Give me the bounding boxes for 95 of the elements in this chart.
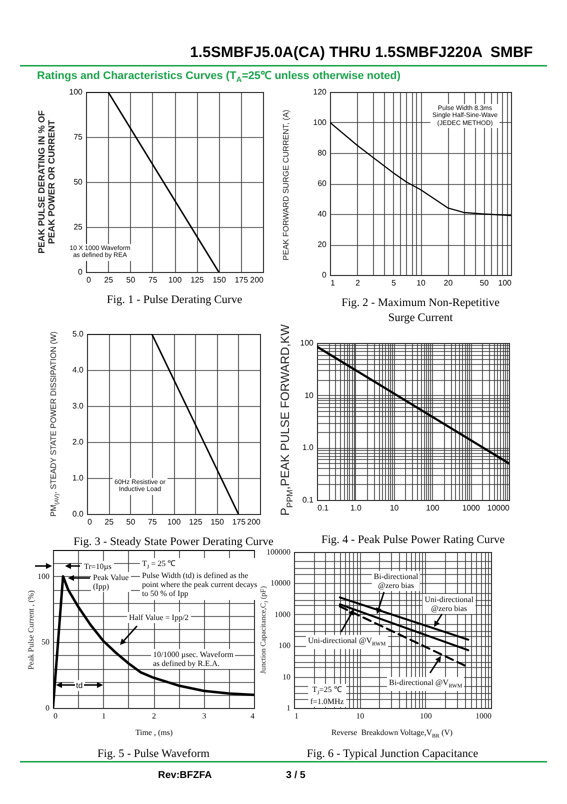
text: Fig. 5 - Pulse Waveform: [97, 748, 210, 760]
x-tick-label: 1000: [476, 712, 492, 720]
x-tick-label: 5: [392, 278, 397, 288]
y-tick-label: 2.0: [72, 438, 84, 446]
annotation: td: [74, 680, 85, 692]
y-axis-title: PEAK PULSE DERATING IN % OF PEAK POWER OR CURRENT: [36, 110, 58, 254]
x-tick-label: 100: [426, 504, 440, 512]
x-tick-label: 0: [54, 712, 58, 720]
y-tick-label: 50: [42, 638, 50, 647]
annotation: 10/1000 µsec. Waveform as defined by R.E.A.: [151, 649, 236, 670]
x-axis-title: Reverse Breakdown Voltage,V$_{BR}$ (V): [331, 728, 453, 740]
x-tick-label: 100: [167, 518, 182, 526]
text: 3 / 5: [286, 770, 306, 782]
y-tick-label: 100: [313, 118, 328, 127]
x-tick-label: 200: [250, 276, 264, 284]
y-tick-label: 80: [318, 148, 328, 158]
x-axis-title: Time , (ms): [135, 728, 173, 738]
y-tick-label: 1.0: [302, 443, 314, 452]
x-tick-label: 150: [210, 518, 224, 526]
x-tick-label: 0: [88, 518, 92, 526]
y-tick-label: 25: [74, 222, 84, 232]
y-tick-label: 10000: [270, 578, 290, 588]
x-tick-label: 2: [152, 712, 156, 720]
y-tick-label: 10: [282, 672, 290, 682]
x-tick-label: 4: [250, 712, 254, 720]
x-tick-label: 100: [498, 278, 512, 288]
x-tick-label: 10: [356, 712, 364, 720]
x-tick-label: 1: [102, 712, 106, 720]
text: Fig. 6 - Typical Junction Capacitance: [306, 748, 478, 760]
x-tick-label: 100: [168, 276, 182, 284]
x-tick-label: 75: [148, 276, 158, 284]
text: Fig. 4 - Peak Pulse Power Rating Curve: [321, 534, 505, 546]
x-tick-label: 2: [356, 278, 361, 288]
text: Ratings and Characteristics Curves (T$_{A}$=25℃ unless otherwise noted): [37, 70, 400, 86]
text: Rev:BFZFA: [158, 770, 212, 782]
y-tick-label: 50: [74, 178, 84, 186]
y-tick-label: 1.0: [72, 474, 84, 482]
x-tick-label: 3: [202, 712, 206, 720]
x-tick-label: 1: [330, 278, 336, 288]
text: Fig. 3 - Steady State Power Derating Curve: [74, 536, 274, 548]
y-tick-label: 0.0: [72, 510, 84, 518]
x-tick-label: 175: [234, 276, 249, 284]
y-tick-label: 100: [300, 338, 314, 348]
x-tick-label: 25: [104, 276, 114, 284]
y-tick-label: 40: [318, 210, 328, 218]
y-tick-label: 1: [286, 704, 290, 712]
y-tick-label: 0.1: [302, 496, 314, 504]
annotation: Uni-directional @zero bias: [422, 594, 476, 614]
x-tick-label: 10: [416, 278, 426, 288]
y-tick-label: 0: [78, 268, 84, 276]
y-tick-label: 10: [304, 390, 314, 400]
x-tick-label: 50: [126, 518, 136, 526]
annotation: Bi-directional @V$_{RWM}$: [387, 677, 464, 692]
y-tick-label: 100: [69, 88, 84, 96]
x-tick-label: 125: [188, 518, 203, 526]
x-tick-label: 125: [190, 276, 204, 284]
x-tick-label: 100: [420, 712, 432, 720]
x-tick-label: 150: [212, 276, 226, 284]
x-tick-label: 10: [390, 504, 400, 512]
x-tick-label: 50: [126, 276, 136, 284]
text: Fig. 1 - Pulse Derating Curve: [106, 294, 242, 306]
y-tick-label: 20: [318, 240, 328, 249]
y-axis-title: PEAK FORWARD SURGE CURRENT, (A): [281, 110, 291, 260]
annotation: T$_{J}$=25 ℃ f=1.0MHz: [308, 684, 346, 708]
x-tick-label: 200: [247, 518, 262, 526]
x-tick-label: 25: [104, 518, 114, 526]
x-tick-label: 1: [294, 712, 298, 720]
annotation: Tr=10µs: [82, 561, 114, 572]
y-tick-label: 60: [318, 179, 328, 188]
x-tick-label: 10000: [487, 504, 510, 512]
y-tick-label: 0: [46, 704, 50, 712]
x-tick-label: 0: [86, 276, 92, 284]
y-tick-label: 3.0: [72, 402, 84, 410]
x-tick-label: 175: [232, 518, 246, 526]
x-tick-label: 1.0: [350, 504, 362, 512]
annotation: Peak Value (Ipp): [91, 572, 131, 592]
y-tick-label: 100: [38, 572, 50, 581]
y-tick-label: 5.0: [72, 330, 84, 338]
x-tick-label: 50: [480, 278, 490, 288]
y-axis-title: Peak Pulse Current , (%): [26, 590, 36, 670]
x-tick-label: 20: [444, 278, 454, 288]
y-tick-label: 100: [278, 641, 290, 650]
annotation: Half Value = Ipp/2: [127, 612, 191, 624]
x-tick-label: 75: [148, 518, 158, 526]
y-tick-label: 1000: [274, 610, 290, 619]
text: Fig. 2 - Maximum Non-Repetitive Surge Current: [341, 297, 500, 324]
y-tick-label: 120: [313, 88, 328, 96]
y-tick-label: 75: [74, 132, 84, 142]
text: 1.5SMBFJ5.0A(CA) THRU 1.5SMBFJ220A SMBF: [190, 44, 533, 62]
x-tick-label: 1000: [462, 504, 481, 512]
annotation: Uni-directional @V$_{RWM}$: [306, 635, 388, 650]
annotation: T$_{J}$ = 25 ℃ Pulse Width (td) is defined as the point where the peak current decays to 50 % of Ipp: [140, 558, 260, 600]
annotation: Bi-directional @zero bias: [372, 571, 420, 592]
y-tick-label: 100000: [266, 548, 290, 556]
y-tick-label: 4.0: [72, 366, 84, 374]
